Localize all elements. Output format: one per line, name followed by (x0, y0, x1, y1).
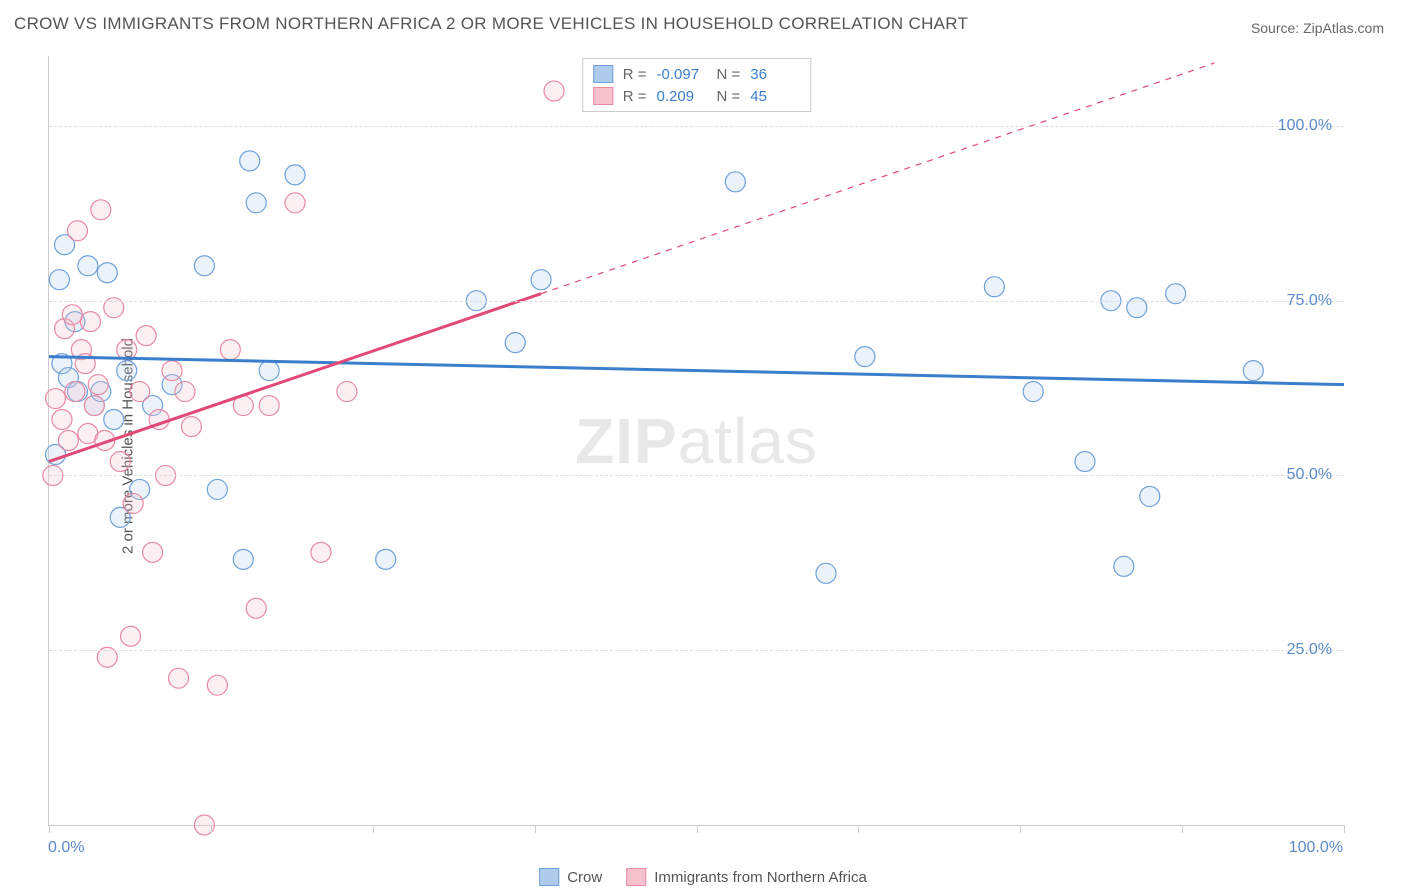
stat-r-value-1: -0.097 (657, 66, 707, 83)
y-tick-label: 100.0% (1278, 117, 1332, 135)
stat-r-value-2: 0.209 (657, 88, 707, 105)
stat-n-value-1: 36 (750, 66, 800, 83)
stat-n-value-2: 45 (750, 88, 800, 105)
legend-label-2: Immigrants from Northern Africa (654, 869, 867, 886)
source-attribution: Source: ZipAtlas.com (1251, 20, 1384, 36)
legend-item-1: Crow (539, 868, 602, 886)
legend-item-2: Immigrants from Northern Africa (626, 868, 867, 886)
stats-legend-box: R = -0.097 N = 36 R = 0.209 N = 45 (582, 58, 812, 112)
stat-n-label: N = (717, 88, 741, 105)
bottom-legend: Crow Immigrants from Northern Africa (539, 868, 867, 886)
y-tick-label: 25.0% (1287, 641, 1332, 659)
y-tick-label: 50.0% (1287, 466, 1332, 484)
y-tick-label: 75.0% (1287, 292, 1332, 310)
swatch-series-1 (593, 65, 613, 83)
chart-title: CROW VS IMMIGRANTS FROM NORTHERN AFRICA … (14, 14, 968, 34)
stat-r-label: R = (623, 88, 647, 105)
legend-swatch-2 (626, 868, 646, 886)
legend-swatch-1 (539, 868, 559, 886)
plot-area: ZIPatlas R = -0.097 N = 36 R = 0.209 N =… (48, 56, 1344, 826)
legend-label-1: Crow (567, 869, 602, 886)
x-tick-label: 100.0% (1289, 839, 1343, 857)
x-tick-label: 0.0% (48, 839, 84, 857)
plot-svg (49, 56, 1344, 825)
stats-row-1: R = -0.097 N = 36 (593, 63, 801, 85)
stat-n-label: N = (717, 66, 741, 83)
stat-r-label: R = (623, 66, 647, 83)
stats-row-2: R = 0.209 N = 45 (593, 85, 801, 107)
swatch-series-2 (593, 87, 613, 105)
